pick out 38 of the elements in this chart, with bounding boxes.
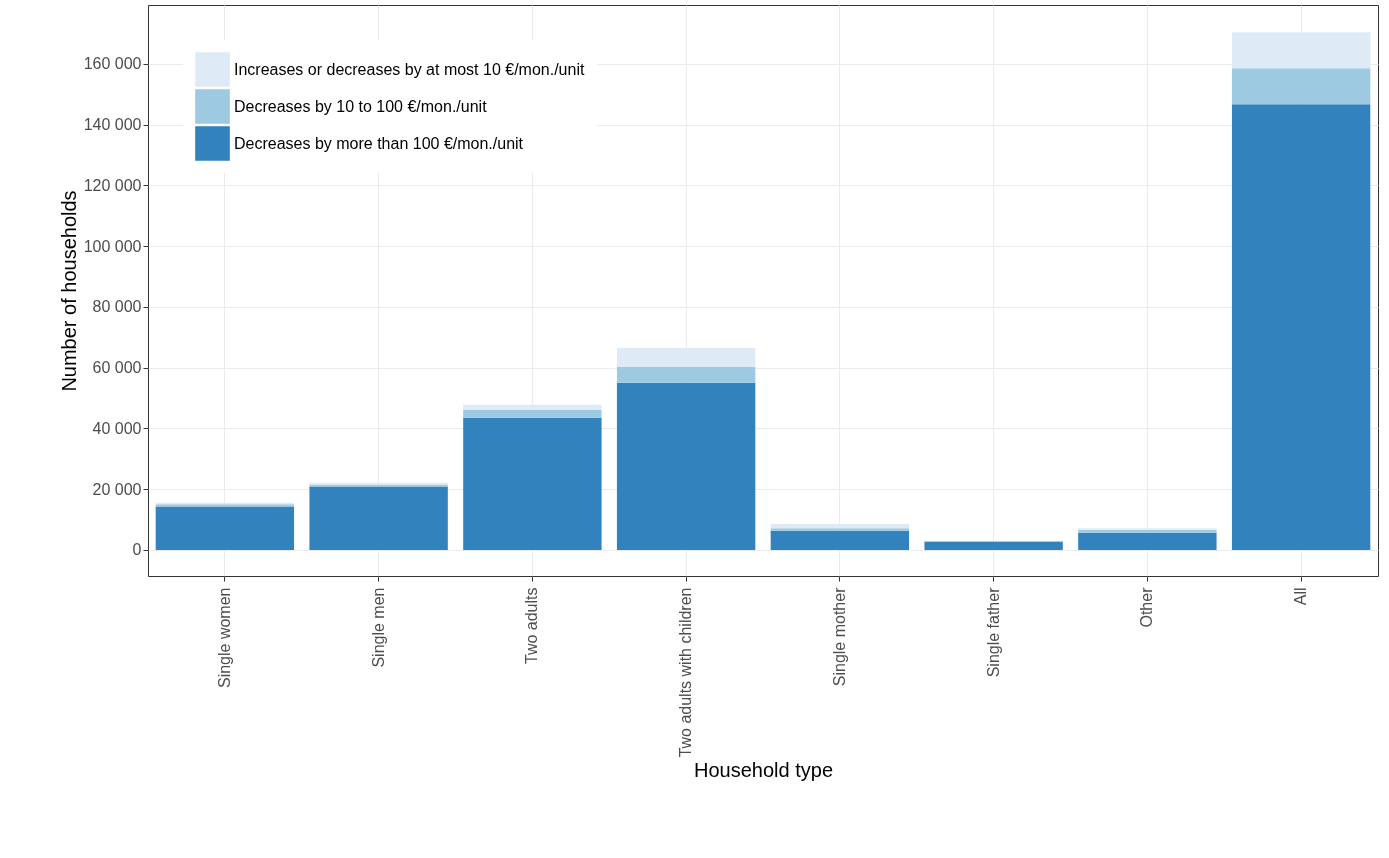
legend-label: Increases or decreases by at most 10 €/mon./unit bbox=[234, 60, 585, 78]
bar bbox=[309, 486, 448, 550]
y-axis-title: Number of households bbox=[57, 190, 80, 392]
y-tick-label: 160 000 bbox=[83, 55, 142, 73]
legend-label: Decreases by more than 100 €/mon./unit bbox=[234, 134, 524, 152]
x-tick-label: Single mother bbox=[830, 586, 848, 687]
bar bbox=[463, 409, 602, 418]
x-tick-label: Other bbox=[1138, 586, 1156, 628]
bar bbox=[1231, 32, 1371, 69]
bar bbox=[616, 347, 756, 368]
bar bbox=[616, 367, 756, 383]
y-tick-label: 20 000 bbox=[92, 480, 142, 498]
y-tick-label: 140 000 bbox=[83, 116, 142, 134]
y-tick-label: 100 000 bbox=[83, 237, 142, 255]
y-tick-label: 120 000 bbox=[83, 176, 142, 194]
bar bbox=[924, 541, 1063, 550]
y-tick-label: 60 000 bbox=[92, 359, 142, 377]
bar bbox=[155, 506, 295, 550]
bar bbox=[770, 530, 910, 550]
bar bbox=[770, 524, 910, 529]
y-tick-label: 0 bbox=[132, 541, 142, 559]
bar bbox=[770, 528, 910, 531]
x-tick-label: Single men bbox=[369, 587, 387, 668]
bar bbox=[463, 404, 602, 410]
legend-label: Decreases by 10 to 100 €/mon./unit bbox=[234, 97, 488, 115]
bar bbox=[616, 382, 756, 550]
bar bbox=[1231, 104, 1371, 550]
x-tick-label: Two adults with children bbox=[677, 587, 695, 758]
bar bbox=[1078, 532, 1217, 550]
x-tick-label: All bbox=[1292, 587, 1310, 606]
x-tick-label: Two adults bbox=[523, 587, 541, 664]
y-tick-label: 80 000 bbox=[92, 298, 142, 316]
y-tick-label: 40 000 bbox=[92, 419, 142, 437]
x-tick-label: Single women bbox=[215, 587, 233, 688]
bar bbox=[1231, 68, 1371, 105]
x-tick-label: Single father bbox=[984, 586, 1002, 678]
x-axis-title: Household type bbox=[694, 759, 833, 782]
bar bbox=[463, 417, 602, 550]
